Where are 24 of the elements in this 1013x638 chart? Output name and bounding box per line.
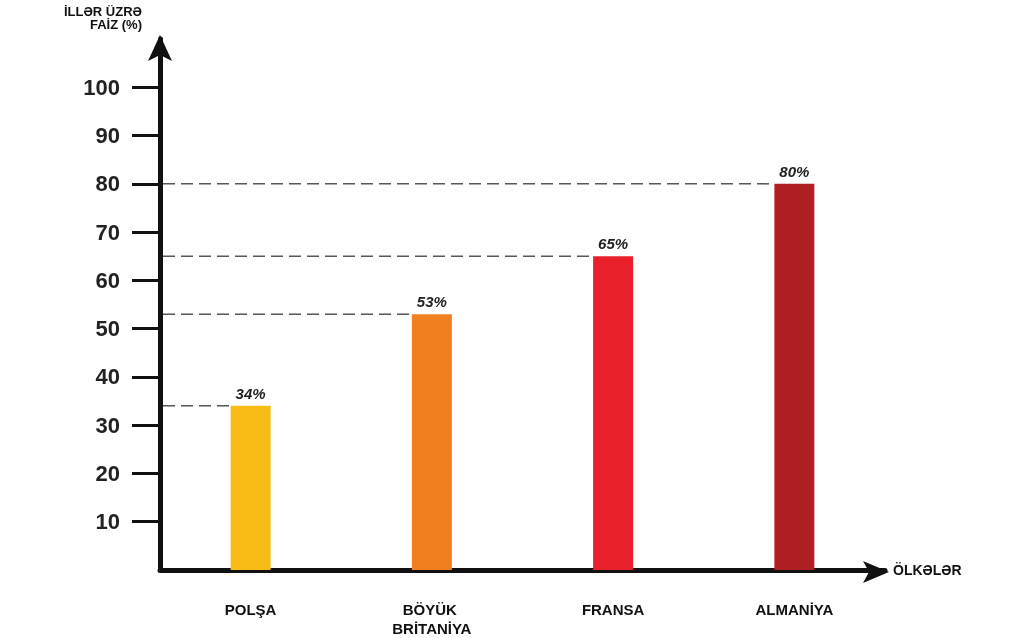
bar: [230, 405, 271, 570]
x-tick-label: ALMANİYA: [755, 601, 834, 618]
x-tick-label: FRANSA: [581, 601, 645, 618]
data-label: 80%: [779, 162, 810, 180]
x-tick-label: POLŞA: [224, 601, 277, 618]
y-tick-label: 50: [95, 316, 120, 342]
y-tick-label: 90: [95, 123, 120, 149]
y-axis-title: İLLƏR ÜZRƏ FAİZ (%): [63, 4, 142, 32]
y-tick-label: 30: [95, 412, 120, 438]
y-tick-label: 40: [95, 364, 120, 390]
y-tick-label: 20: [95, 460, 120, 486]
y-tick-label: 60: [95, 267, 120, 293]
bar: [593, 256, 634, 570]
y-tick-label: 80: [95, 171, 120, 197]
x-axis-title: ÖLKƏLƏR: [893, 562, 962, 578]
bar: [774, 183, 815, 570]
bar: [411, 314, 452, 570]
y-tick-label: 100: [83, 74, 120, 100]
y-tick-label: 10: [95, 509, 120, 535]
x-tick-label: BÖYÜK BRİTANİYA: [392, 601, 472, 637]
data-label: 53%: [416, 293, 447, 311]
data-label: 65%: [598, 235, 629, 253]
data-label: 34%: [235, 384, 266, 402]
y-tick-label: 70: [95, 219, 120, 245]
